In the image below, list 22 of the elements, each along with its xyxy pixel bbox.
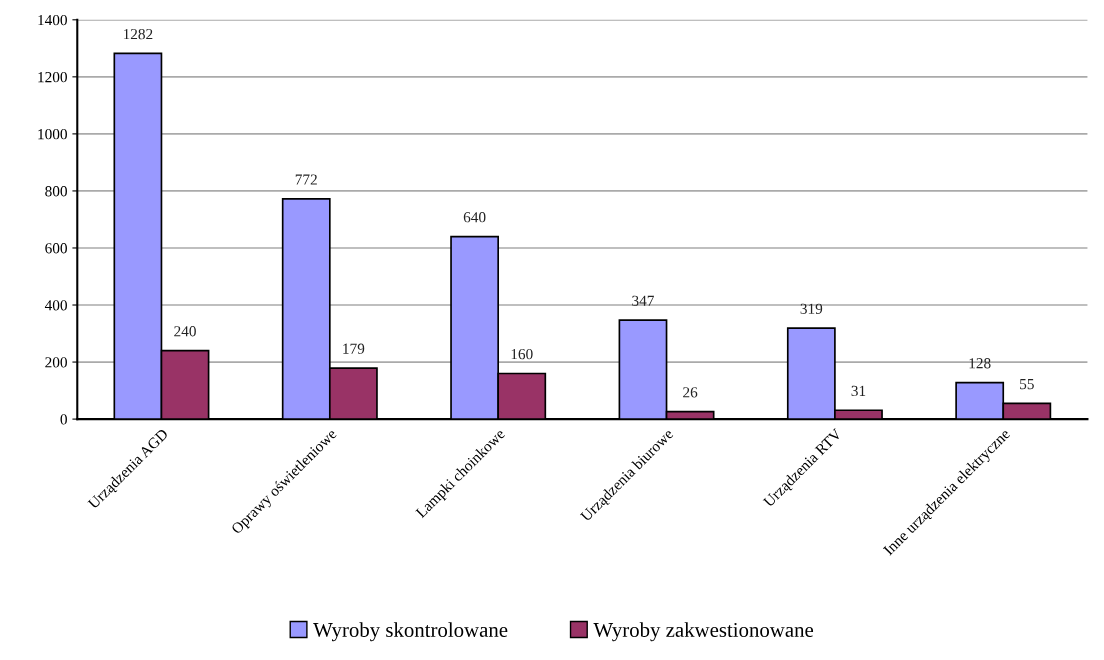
legend-label: Wyroby zakwestionowane (593, 622, 814, 642)
data-label: 55 (1020, 379, 1034, 390)
y-tick-label: 400 (44, 300, 67, 311)
data-label: 1282 (123, 28, 153, 40)
data-label: 240 (174, 326, 196, 337)
y-tick-label: 800 (45, 186, 67, 197)
data-label: 347 (632, 295, 654, 306)
y-tick-label: 1000 (38, 129, 67, 140)
data-label: 26 (683, 387, 698, 398)
data-label: 160 (511, 348, 533, 360)
data-label: 319 (800, 303, 823, 314)
y-tick-label: 1400 (38, 14, 67, 26)
data-label: 128 (969, 358, 991, 369)
legend-label: Wyroby skontrolowane (313, 622, 508, 642)
data-label: 31 (851, 385, 866, 397)
data-label: 772 (295, 174, 317, 185)
y-tick-label: 200 (45, 357, 67, 368)
y-tick-label: 600 (45, 243, 67, 254)
y-tick-label: 1200 (38, 71, 67, 83)
data-label: 640 (463, 212, 486, 223)
data-label: 179 (343, 343, 365, 354)
y-tick-label: 0 (60, 414, 67, 425)
